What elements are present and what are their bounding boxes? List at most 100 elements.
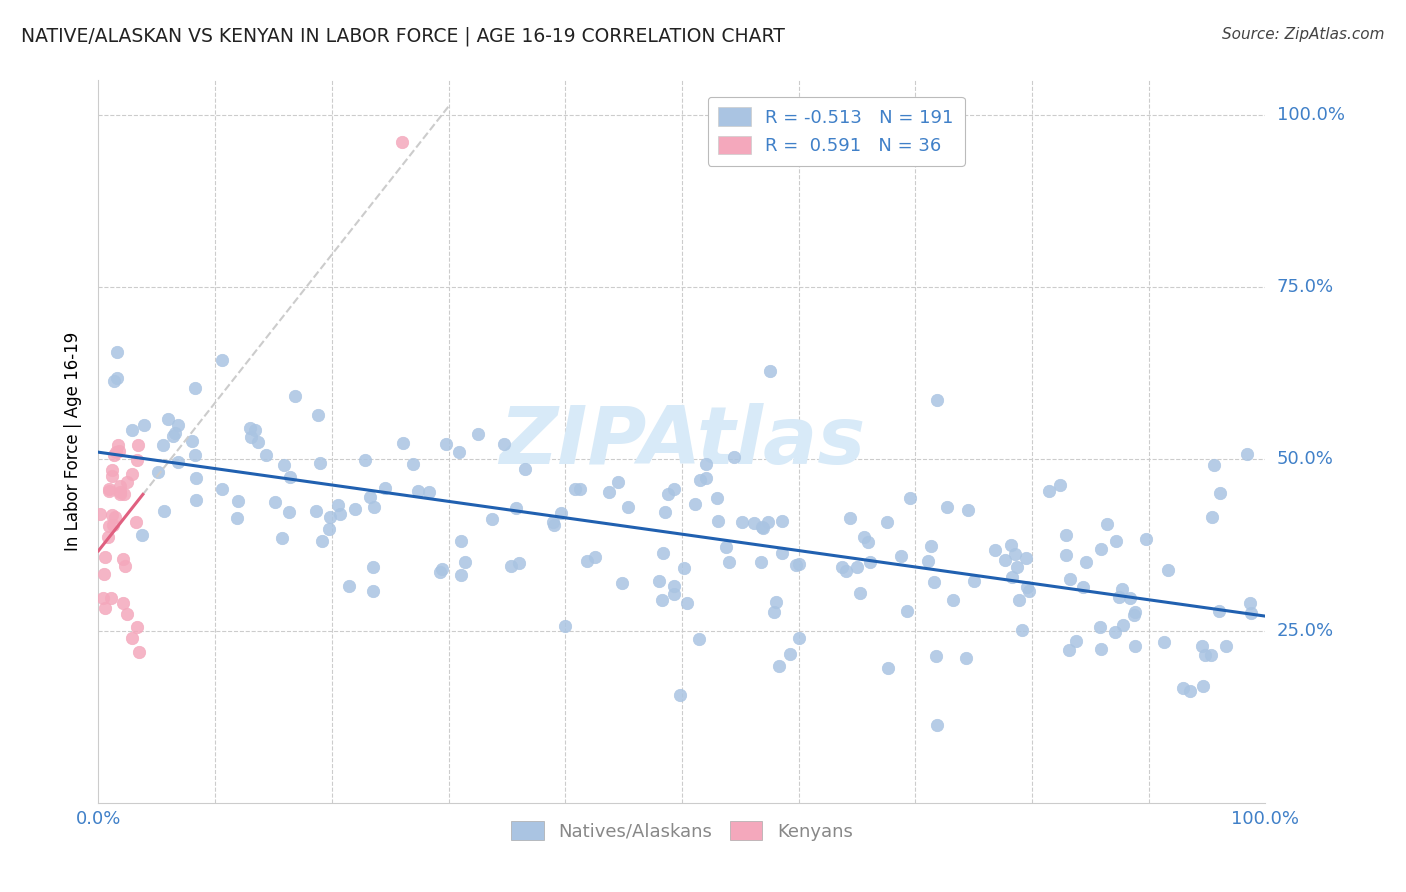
Point [467,427,489,442]
Point [391,135,413,149]
Point [742,516,765,531]
Point [402,457,425,471]
Y-axis label: In Labor Force | Age 16-19: In Labor Force | Age 16-19 [65,332,83,551]
Point [541,515,564,529]
Point [1215,640,1237,654]
Point [1201,510,1223,524]
Point [101,463,124,477]
Point [651,546,673,560]
Point [1057,643,1080,657]
Point [98,484,121,499]
Point [1208,604,1230,618]
Point [304,504,326,518]
Point [612,576,634,591]
Point [963,574,986,588]
Point [100,591,122,605]
Point [429,565,451,579]
Point [508,556,530,570]
Point [859,556,882,570]
Point [1111,582,1133,596]
Text: 50.0%: 50.0% [1277,450,1333,467]
Point [337,579,360,593]
Point [1095,516,1118,531]
Point [583,549,606,564]
Point [768,659,790,673]
Point [225,511,247,525]
Point [956,503,979,517]
Point [254,448,277,462]
Point [184,492,207,507]
Point [492,437,515,451]
Point [263,495,285,509]
Point [1171,681,1194,696]
Point [211,352,233,367]
Point [107,438,129,452]
Point [651,592,673,607]
Point [97,483,120,497]
Point [101,508,124,522]
Point [94,549,117,564]
Point [308,408,330,422]
Point [112,596,135,610]
Point [1153,634,1175,648]
Point [121,632,143,646]
Point [157,412,180,426]
Point [166,418,188,433]
Point [1192,679,1215,693]
Point [111,552,134,566]
Point [898,491,921,506]
Point [749,555,772,569]
Point [1076,555,1098,569]
Point [101,469,124,483]
Point [706,491,728,505]
Point [1066,633,1088,648]
Point [319,510,342,524]
Point [706,514,728,528]
Point [683,497,706,511]
Point [1112,618,1135,632]
Point [647,574,669,588]
Text: 75.0%: 75.0% [1277,277,1334,296]
Point [688,632,710,646]
Text: ZIPAtlas: ZIPAtlas [499,402,865,481]
Point [1054,549,1077,563]
Point [513,461,536,475]
Point [309,456,332,470]
Point [363,500,385,514]
Text: Source: ZipAtlas.com: Source: ZipAtlas.com [1222,27,1385,42]
Point [731,515,754,529]
Point [418,485,440,500]
Point [152,438,174,452]
Point [211,482,233,496]
Point [103,374,125,388]
Point [121,423,143,437]
Point [125,620,148,634]
Point [239,421,262,435]
Point [606,475,628,489]
Point [361,560,384,574]
Point [131,528,153,542]
Point [124,515,146,529]
Point [770,515,793,529]
Point [831,560,853,574]
Point [759,364,782,378]
Point [481,512,503,526]
Point [695,457,717,471]
Point [1004,547,1026,561]
Point [318,522,340,536]
Point [1194,648,1216,663]
Point [1104,625,1126,640]
Point [550,507,572,521]
Point [1005,559,1028,574]
Point [668,689,690,703]
Point [1011,623,1033,637]
Point [1156,563,1178,577]
Point [184,471,207,485]
Point [1018,584,1040,599]
Point [132,418,155,433]
Point [226,494,249,508]
Point [718,555,741,569]
Point [1135,532,1157,546]
Point [835,564,858,578]
Point [695,471,717,485]
